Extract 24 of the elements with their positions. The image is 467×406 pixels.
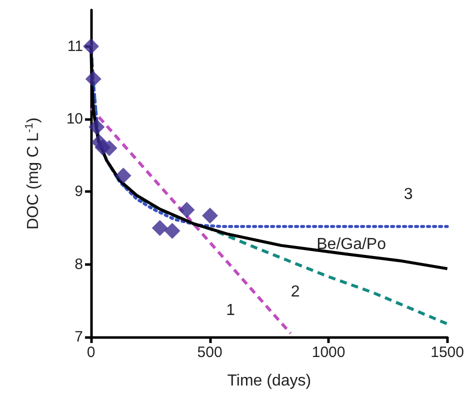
point: [88, 118, 105, 135]
x-tick-label: 1000: [312, 344, 346, 361]
y-tick-label: 9: [74, 183, 83, 200]
x-tick-label: 500: [197, 344, 222, 361]
series-label: Be/Ga/Po: [316, 236, 386, 254]
point: [101, 140, 118, 156]
y-tick-label: 10: [66, 110, 83, 128]
y-tick-label: 11: [67, 38, 83, 55]
x-tick-label: 0: [86, 344, 96, 361]
y-axis-title: DOC (mg C L-1): [24, 117, 42, 230]
point: [115, 168, 132, 184]
series-label: 1: [226, 302, 236, 319]
x-tick-label: 1500: [430, 344, 464, 361]
y-tick-label: 8: [74, 256, 83, 273]
series-label: 3: [404, 186, 413, 204]
series-label: 2: [290, 283, 300, 300]
point: [85, 71, 102, 88]
point: [83, 38, 99, 54]
point: [152, 220, 168, 236]
point: [164, 222, 180, 239]
x-axis-title: Time (days): [227, 372, 312, 390]
point: [178, 202, 195, 218]
y-tick-label: 7: [74, 328, 83, 346]
point: [202, 208, 218, 224]
